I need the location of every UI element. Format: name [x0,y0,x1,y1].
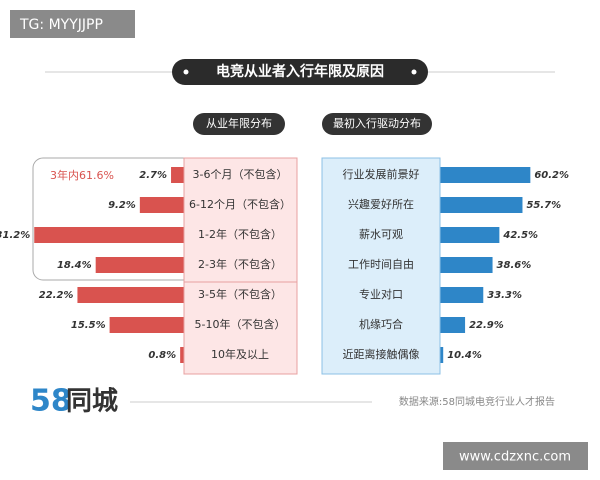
value-label: 60.2% [534,170,569,181]
bar [34,227,184,243]
annotation: 3年内61.6% [50,168,114,182]
value-label: 31.2% [0,230,30,241]
value-label: 38.6% [497,260,532,271]
category-label: 10年及以上 [211,347,269,361]
bar [139,197,184,213]
bars [34,167,531,363]
bar [425,197,523,213]
category-label: 专业对口 [359,287,403,301]
value-label: 22.2% [39,290,74,301]
category-box [183,157,298,375]
category-label: 工作时间自由 [348,257,414,271]
main-title: 电竞从业者入行年限及原因 [216,63,384,80]
tag: TG: MYYJJPP [19,17,103,33]
bar [425,167,531,183]
website: www.cdzxnc.com [459,450,571,465]
bar [109,317,184,333]
category-label: 3-6个月（不包含） [193,167,288,181]
value-label: 15.5% [71,320,106,331]
subtitle-pill [322,113,432,135]
subtitle-pill [193,113,285,135]
dot [183,69,189,75]
labels: 2.7% 3-6个月（不包含） 9.2% 6-12个月（不包含） 31.2% 1-2年（不… [0,167,569,361]
tag-box [10,10,135,38]
category-label: 6-12个月（不包含） [189,197,291,211]
bar [180,347,184,363]
category-label: 薪水可观 [359,228,403,241]
category-label: 1-2年（不包含） [198,227,282,241]
category-label: 5-10年（不包含） [195,317,286,331]
chart-title: 从业年限分布 [206,116,272,130]
value-label: 10.4% [447,350,482,361]
logo-number: 58 [30,384,72,419]
category-label: 近距离接触偶像 [343,347,420,361]
bar [425,257,493,273]
chart-title: 最初入行驱动分布 [333,116,421,130]
value-label: 42.5% [502,230,538,241]
bar [95,257,184,273]
category-label: 2-3年（不包含） [198,257,282,271]
category-label: 机缘巧合 [359,317,403,331]
value-label: 0.8% [148,350,176,361]
value-label: 33.3% [487,290,522,301]
value-label: 22.9% [469,320,504,331]
bar [77,287,184,303]
category-label: 行业发展前景好 [343,167,420,181]
category-label: 兴趣爱好所在 [348,197,414,211]
dot [411,69,417,75]
category-box [321,157,441,375]
category-label: 3-5年（不包含） [198,287,282,301]
logo-text: 同城 [66,387,118,417]
bar [171,167,184,183]
value-label: 2.7% [139,170,167,181]
value-label: 55.7% [526,200,561,211]
website-box [443,442,588,470]
bar [425,227,500,243]
source: 数据来源:58同城电竞行业人才报告 [399,395,555,408]
value-label: 9.2% [108,200,136,211]
value-label: 18.4% [57,260,92,271]
title-pill [172,59,428,85]
